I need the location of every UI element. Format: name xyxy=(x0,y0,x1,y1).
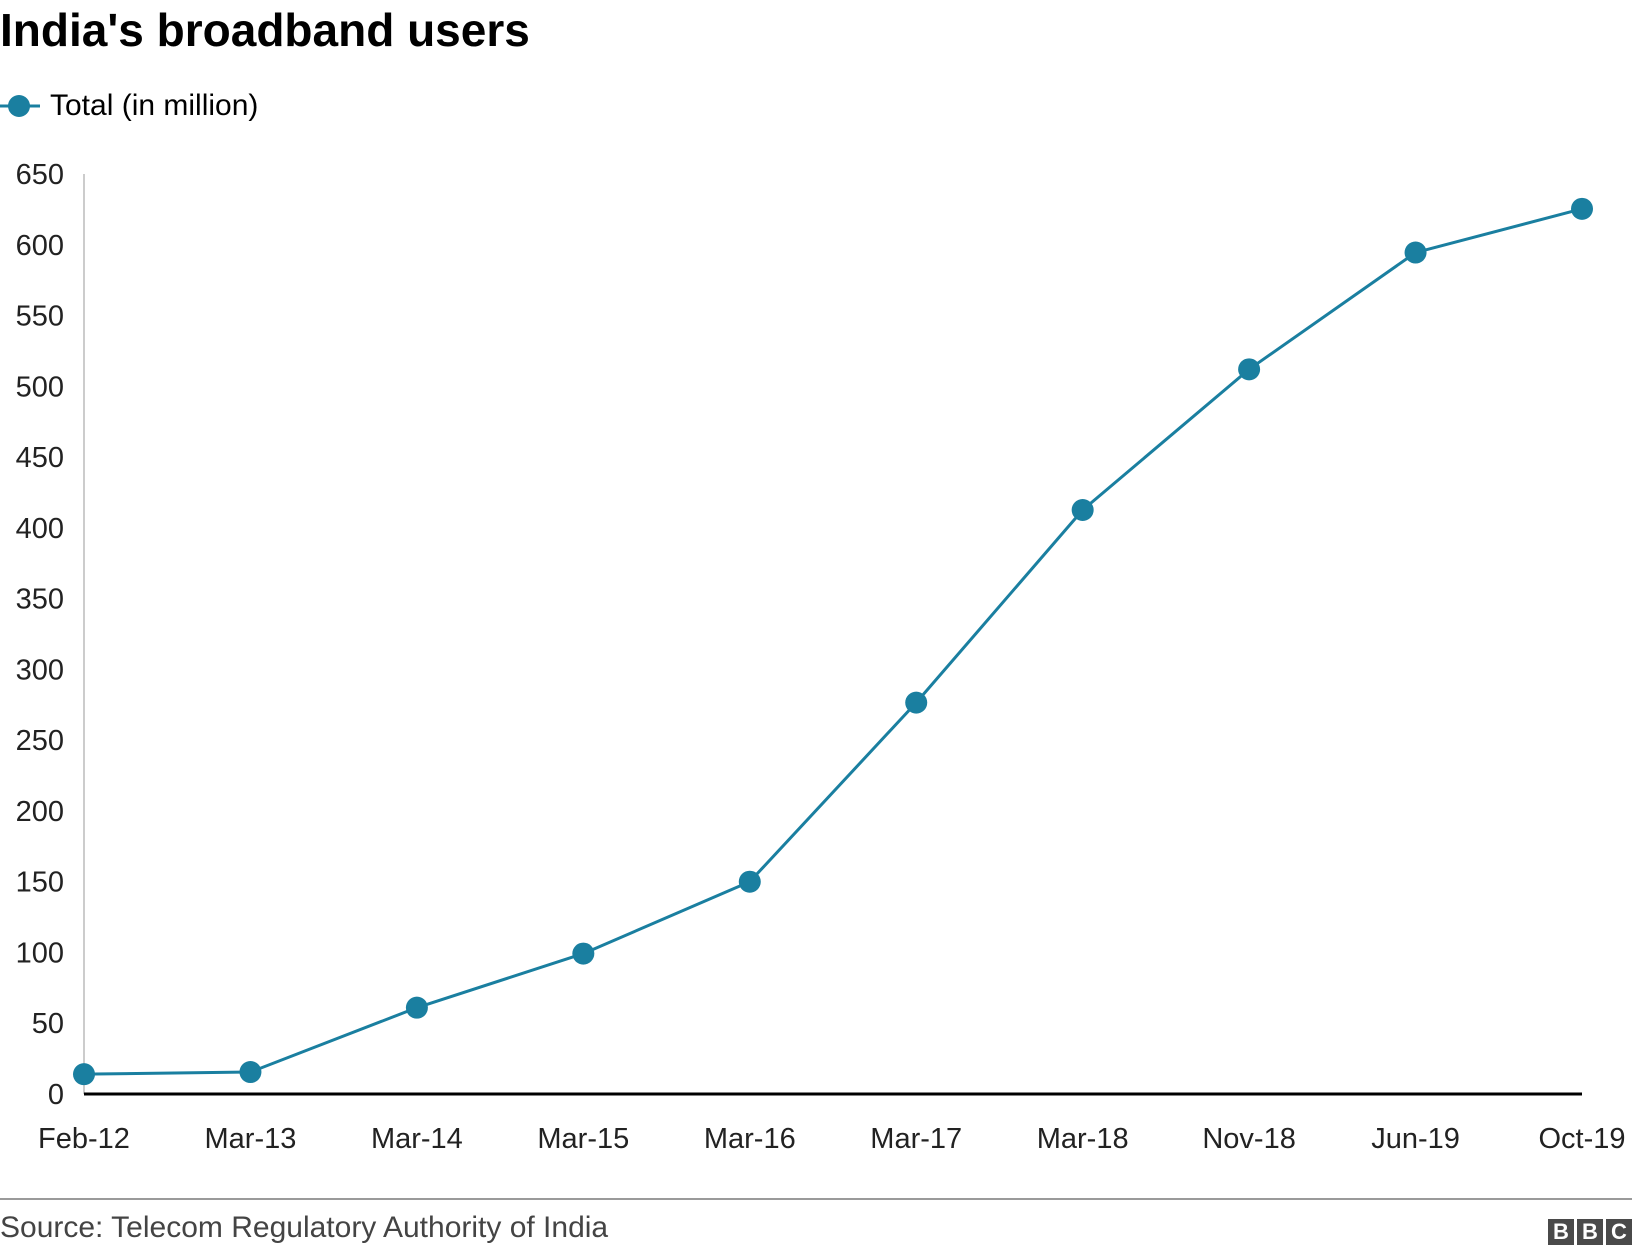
y-tick-label: 150 xyxy=(16,867,64,899)
source-note: Source: Telecom Regulatory Authority of … xyxy=(0,1211,609,1244)
x-tick-label: Oct-19 xyxy=(1538,1123,1625,1150)
data-point xyxy=(1571,197,1593,220)
chart-title: India's broadband users xyxy=(0,4,530,56)
x-tick-label: Jun-19 xyxy=(1371,1123,1460,1150)
data-point xyxy=(1404,241,1427,264)
data-point xyxy=(1071,499,1094,522)
y-tick-label: 300 xyxy=(16,654,64,686)
x-tick-label: Mar-18 xyxy=(1037,1123,1129,1150)
x-tick-label: Nov-18 xyxy=(1202,1123,1296,1150)
x-tick-label: Mar-16 xyxy=(704,1123,796,1150)
data-point xyxy=(405,996,428,1019)
data-point xyxy=(1238,358,1261,381)
legend-label: Total (in million) xyxy=(50,89,259,122)
y-tick-label: 550 xyxy=(16,301,64,333)
y-tick-label: 100 xyxy=(16,937,64,969)
x-tick-label: Feb-12 xyxy=(38,1123,130,1150)
data-point xyxy=(239,1061,262,1084)
x-tick-label: Mar-15 xyxy=(537,1123,629,1150)
y-tick-label: 400 xyxy=(16,513,64,545)
line-chart: 0 50 100 150 200 250 300 350 400 450 500 550 600 650 F… xyxy=(16,159,1626,1150)
bbc-logo-letter: B xyxy=(1577,1219,1603,1245)
series-line xyxy=(83,207,1583,1076)
y-tick-label: 200 xyxy=(16,796,64,828)
y-tick-label: 250 xyxy=(16,725,64,757)
bbc-logo: B B C xyxy=(1548,1219,1632,1245)
y-tick-label: 0 xyxy=(48,1079,64,1111)
footer-divider xyxy=(0,1198,1632,1200)
x-tick-label: Mar-13 xyxy=(205,1123,297,1150)
data-point xyxy=(738,870,761,893)
legend-marker-icon xyxy=(0,95,40,117)
y-tick-label: 450 xyxy=(16,442,64,474)
x-tick-label: Mar-17 xyxy=(870,1123,962,1150)
y-tick-label: 50 xyxy=(32,1008,64,1040)
bbc-logo-letter: B xyxy=(1548,1219,1574,1245)
y-tick-label: 650 xyxy=(16,159,64,191)
y-tick-label: 600 xyxy=(16,230,64,262)
legend: Total (in million) xyxy=(0,86,258,126)
x-tick-label: Mar-14 xyxy=(371,1123,463,1150)
y-tick-label: 500 xyxy=(16,371,64,403)
data-point xyxy=(905,691,928,714)
y-tick-label: 350 xyxy=(16,584,64,616)
bbc-logo-letter: C xyxy=(1606,1219,1632,1245)
data-point xyxy=(572,942,595,965)
data-point xyxy=(73,1063,95,1086)
